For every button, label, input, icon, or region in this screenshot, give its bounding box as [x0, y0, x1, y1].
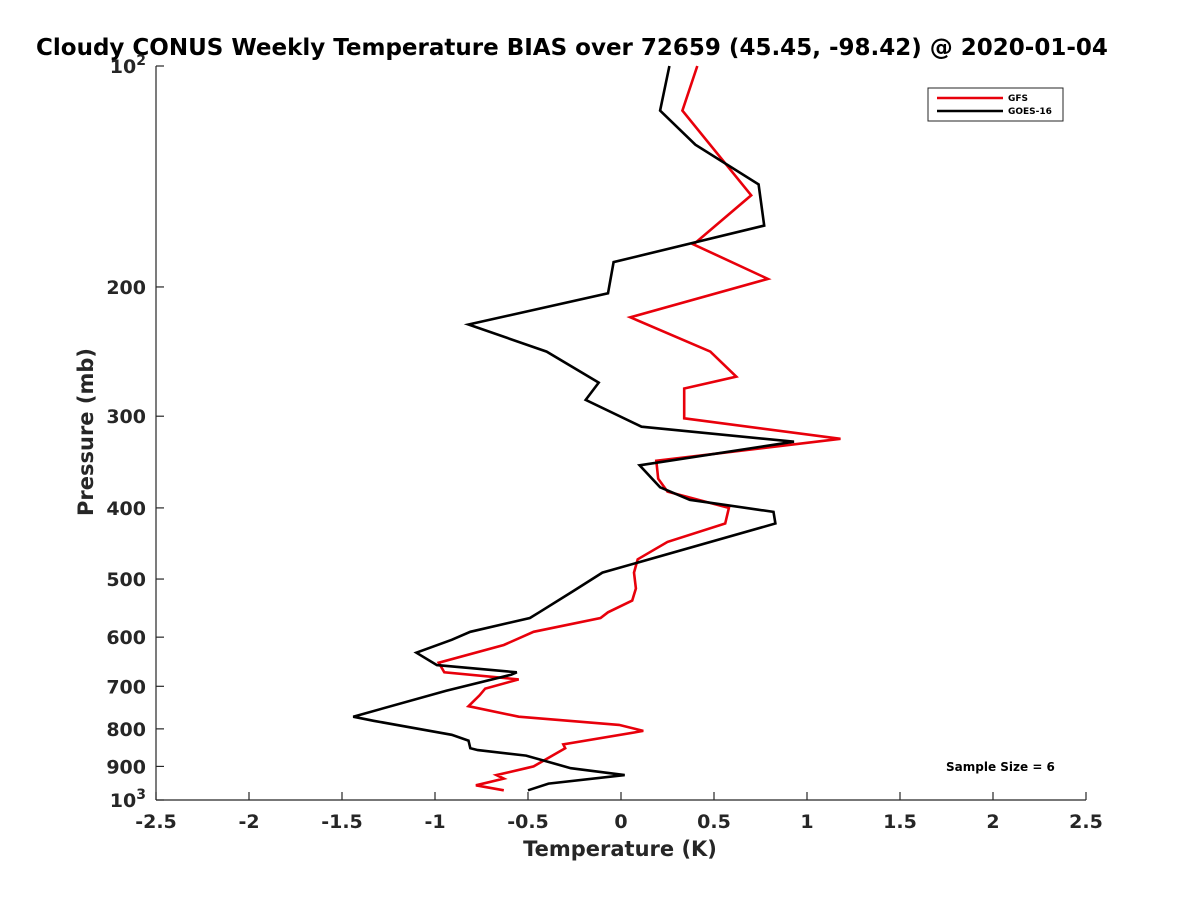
y-axis-label: Pressure (mb) [74, 348, 98, 516]
x-tick-label: 1 [800, 811, 813, 833]
legend-box [927, 87, 1064, 122]
legend: GFS GOES-16 [927, 87, 1064, 122]
x-tick-label: -1.5 [321, 811, 363, 833]
x-tick-label: -0.5 [507, 811, 549, 833]
x-tick-label: -1 [424, 811, 445, 833]
x-axis-label: Temperature (K) [523, 837, 717, 861]
legend-label-gfs: GFS [1008, 94, 1028, 104]
series-layer [352, 65, 841, 792]
x-tick-label: 0.5 [697, 811, 731, 833]
x-tick-label: 2 [986, 811, 999, 833]
series-line-goes16 [352, 65, 795, 792]
series-line-gfs [436, 65, 841, 792]
y-tick-label: 300 [106, 406, 146, 428]
x-tick-label: 2.5 [1069, 811, 1103, 833]
axes-layer: -2.5 -2 -1.5 -1 -0.5 0 0.5 1 1.5 2 2.5 102 200 300 400… [106, 53, 1103, 833]
y-tick-label: 700 [106, 676, 146, 698]
y-tick-label: 900 [106, 756, 146, 778]
y-tick-label: 103 [110, 787, 146, 812]
x-tick-label: 1.5 [883, 811, 917, 833]
y-tick-label: 102 [110, 53, 146, 78]
y-tick-label: 400 [106, 498, 146, 520]
chart-title: Cloudy CONUS Weekly Temperature BIAS ove… [36, 35, 1108, 61]
x-tick-label: -2 [238, 811, 259, 833]
x-tick-label: -2.5 [135, 811, 177, 833]
y-tick-label: 500 [106, 569, 146, 591]
y-tick-label: 600 [106, 627, 146, 649]
x-tick-label: 0 [614, 811, 627, 833]
legend-label-goes16: GOES-16 [1008, 107, 1052, 117]
y-tick-label: 800 [106, 719, 146, 741]
sample-size-annotation: Sample Size = 6 [946, 760, 1055, 774]
y-tick-label: 200 [106, 277, 146, 299]
